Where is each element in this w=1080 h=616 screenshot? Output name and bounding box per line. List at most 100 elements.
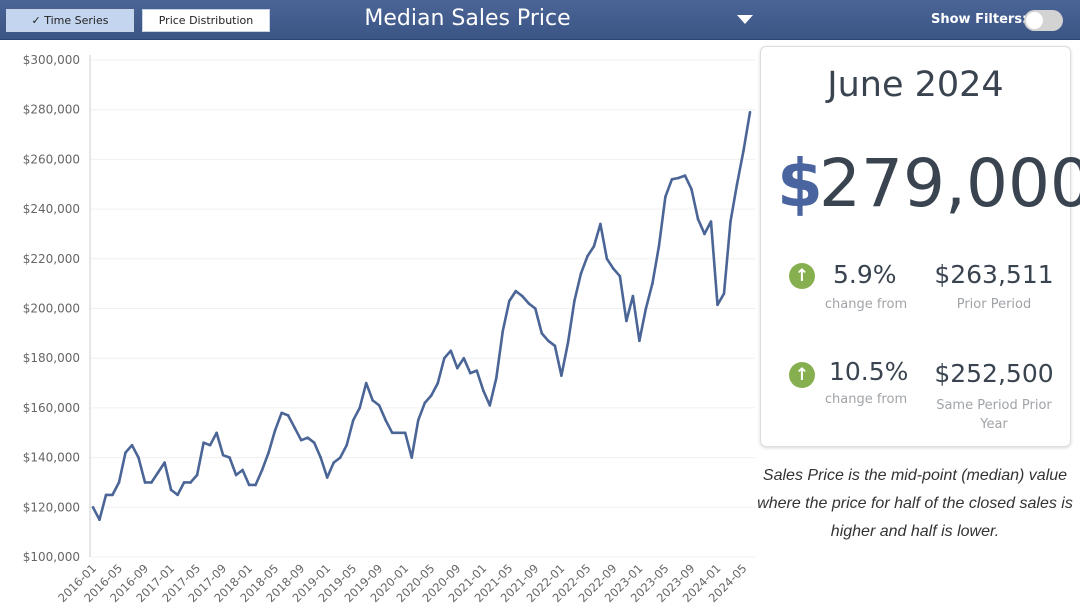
data-point (579, 272, 583, 276)
prior-period-value: $263,511 (934, 260, 1054, 289)
data-point (358, 406, 362, 410)
y-tick-label: $120,000 (23, 500, 80, 514)
data-point (377, 404, 381, 407)
data-point (508, 299, 511, 303)
arrow-up-icon: ↑ (789, 362, 815, 388)
show-filters-toggle[interactable] (1024, 10, 1063, 31)
data-point (137, 456, 140, 459)
data-point (436, 381, 440, 385)
data-point (130, 443, 134, 447)
data-point (703, 232, 706, 236)
data-point (338, 456, 342, 459)
data-point (449, 349, 453, 353)
definition-note: Sales Price is the mid-point (median) va… (757, 467, 1073, 540)
data-point (521, 294, 524, 298)
data-point (540, 332, 544, 335)
data-point (351, 419, 355, 422)
arrow-up-icon: ↑ (789, 263, 815, 289)
data-point (221, 453, 225, 457)
data-point (208, 443, 212, 447)
data-point (586, 255, 589, 258)
data-point (332, 461, 335, 464)
data-point (124, 451, 127, 454)
data-point (182, 481, 186, 484)
change-label: change from (824, 297, 908, 312)
prior-year-value: $252,500 (934, 359, 1054, 388)
period-label: June 2024 (827, 65, 1004, 105)
data-point (247, 483, 251, 487)
data-point (605, 257, 609, 261)
data-point (664, 195, 667, 198)
data-point (195, 473, 199, 477)
data-point (690, 187, 693, 191)
data-point (625, 319, 628, 323)
data-point (455, 366, 459, 370)
data-point (98, 518, 101, 522)
show-filters-label: Show Filters: (931, 12, 1028, 27)
data-point (657, 245, 661, 248)
prior-year-label: Same Period Prior Year (936, 398, 1052, 432)
summary-card: June 2024 $ 279,000 ↑ 5.9% change from $… (760, 46, 1080, 447)
data-point (481, 389, 485, 392)
data-point (716, 303, 719, 307)
data-point (416, 419, 420, 422)
y-tick-label: $240,000 (23, 202, 80, 216)
prior-period-label: Prior Period (956, 297, 1032, 312)
data-point (638, 339, 641, 343)
data-point (429, 394, 433, 397)
data-point (560, 374, 563, 377)
data-point (345, 443, 348, 447)
data-point (553, 344, 557, 348)
data-point (312, 441, 316, 444)
toggle-knob (1026, 12, 1043, 29)
dollar-sign: $ (777, 145, 823, 222)
data-point (254, 483, 257, 487)
change-pct-prior-period: 5.9% (833, 260, 897, 289)
data-point (592, 245, 596, 248)
data-point (566, 341, 570, 345)
data-point (729, 220, 732, 223)
data-point (163, 461, 166, 464)
tab-price-distribution[interactable]: Price Distribution (142, 9, 270, 32)
data-point (156, 471, 160, 474)
data-point (384, 419, 388, 422)
data-point (696, 217, 700, 221)
caret-down-icon[interactable] (737, 15, 753, 24)
data-point (651, 282, 654, 285)
data-point (306, 436, 309, 440)
y-tick-label: $160,000 (23, 401, 80, 415)
data-point (735, 182, 739, 186)
data-point (273, 428, 277, 432)
data-point (547, 339, 550, 343)
y-tick-label: $180,000 (23, 351, 80, 365)
data-point (475, 369, 479, 372)
data-point (260, 468, 264, 472)
median-price-value: 279,000 (819, 145, 1080, 222)
data-point (91, 506, 95, 509)
data-point (267, 451, 270, 454)
data-point (364, 381, 368, 385)
data-point (468, 371, 472, 375)
data-point (176, 493, 179, 497)
data-point (488, 404, 492, 407)
data-point (618, 274, 622, 278)
data-point (677, 176, 680, 180)
tab-time-series[interactable]: ✓ Time Series (6, 9, 134, 32)
data-point (293, 426, 296, 430)
data-point (280, 411, 283, 415)
header-bar: ✓ Time Series Price Distribution Median … (0, 0, 1080, 40)
data-point (403, 431, 407, 435)
data-point (644, 307, 648, 310)
data-point (722, 292, 726, 295)
data-point (410, 456, 414, 459)
data-point (299, 438, 303, 442)
data-point (709, 220, 713, 223)
data-point (495, 376, 498, 380)
data-point (462, 356, 466, 360)
data-point (150, 481, 153, 484)
data-point (534, 307, 537, 310)
data-point (169, 488, 173, 492)
y-tick-label: $140,000 (23, 451, 80, 465)
line-chart: $100,000 $120,000 $140,000 $160,000 $180,000… (23, 53, 755, 605)
y-tick-label: $280,000 (23, 103, 80, 117)
